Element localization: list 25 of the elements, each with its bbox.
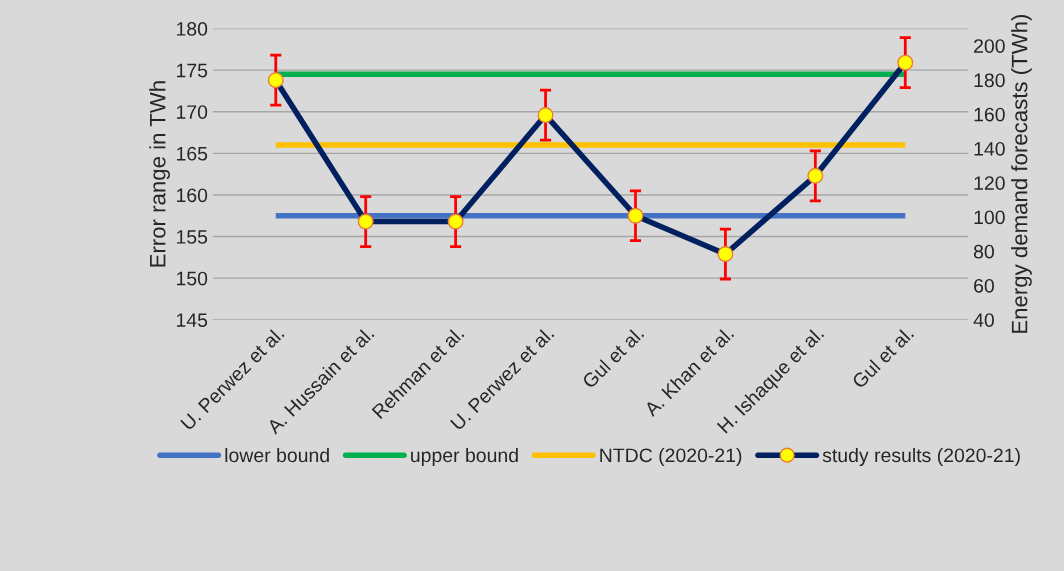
y2-tick-label: 120	[974, 176, 1005, 190]
y-tick-label: 145	[176, 313, 208, 327]
y2-axis-title: Energy demand forecasts (TWh)	[1011, 14, 1032, 333]
y-tick-label: 175	[176, 63, 208, 78]
legend-label: NTDC (2020-21)	[600, 447, 742, 467]
y-tick-label: 160	[176, 188, 208, 203]
x-tick-label: Gul et al.	[581, 325, 645, 390]
y2-tick-label: 180	[974, 73, 1005, 88]
y2-tick-label: 200	[974, 39, 1005, 53]
x-tick-label: Gul et al.	[850, 325, 915, 390]
legend-label: lower bound	[225, 447, 329, 463]
y-tick-label: 150	[176, 271, 208, 286]
y2-tick-label: 140	[974, 141, 1005, 156]
y-tick-label: 165	[176, 146, 208, 161]
y-axis-title: Error range in TWh	[149, 81, 170, 267]
y2-tick-label: 100	[974, 210, 1005, 225]
y-tick-label: 155	[176, 230, 208, 244]
legend-label: study results (2020-21)	[822, 447, 1020, 467]
y2-tick-label: 60	[974, 278, 994, 293]
y-tick-label: 170	[176, 105, 208, 119]
y2-tick-label: 160	[974, 107, 1005, 122]
legend-label: upper bound	[411, 447, 518, 467]
y-tick-label: 180	[176, 22, 208, 36]
y2-tick-label: 80	[973, 244, 994, 259]
y2-tick-label: 40	[973, 313, 994, 327]
